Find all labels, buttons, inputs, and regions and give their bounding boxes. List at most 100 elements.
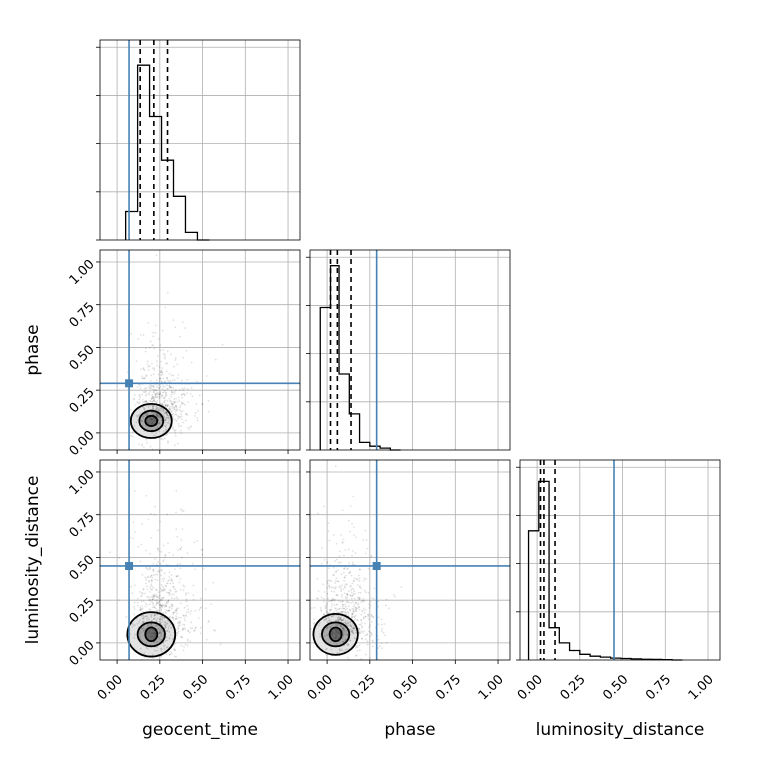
panel-geocent-time-vs-luminosity-distance-sample-point <box>168 637 171 640</box>
panel-phase-vs-luminosity-distance-sample-point <box>336 624 339 627</box>
panel-geocent-time-vs-phase-sample-point <box>175 405 177 407</box>
panel-phase-vs-luminosity-distance-sample-point <box>346 656 349 659</box>
panel-geocent-time-vs-phase-sample-point <box>161 403 163 406</box>
panel-phase-vs-luminosity-distance-sample-point <box>347 548 350 551</box>
panel-geocent-time-vs-phase-sample-point <box>144 420 147 423</box>
panel-geocent-time-vs-phase-sample-point <box>172 412 174 415</box>
panel-phase-vs-luminosity-distance-sample-point <box>364 634 367 637</box>
panel-phase-vs-luminosity-distance-sample-point <box>354 629 357 632</box>
panel-geocent-time-vs-luminosity-distance-sample-point <box>164 627 166 630</box>
panel-phase-vs-luminosity-distance-sample-point <box>336 626 339 629</box>
panel-geocent-time-vs-phase-sample-point <box>166 414 169 417</box>
panel-geocent-time-vs-phase-sample-point <box>166 441 169 444</box>
panel-geocent-time-vs-phase-sample-point <box>166 409 169 412</box>
panel-phase-vs-luminosity-distance-sample-point <box>325 610 328 613</box>
panel-phase-vs-luminosity-distance-sample-point <box>342 628 345 630</box>
panel-phase-vs-luminosity-distance-sample-point <box>345 615 348 618</box>
panel-geocent-time-vs-phase-sample-point <box>166 379 169 382</box>
panel-phase-vs-luminosity-distance-sample-point <box>338 638 340 641</box>
panel-geocent-time-vs-luminosity-distance-sample-point <box>162 611 165 614</box>
panel-geocent-time-vs-phase-sample-point <box>164 425 167 428</box>
panel-geocent-time-vs-luminosity-distance-sample-point <box>193 541 196 544</box>
panel-phase-vs-luminosity-distance-sample-point <box>320 629 323 632</box>
panel-phase-vs-luminosity-distance-sample-point <box>326 625 329 628</box>
panel-geocent-time-vs-luminosity-distance-sample-point <box>162 641 164 644</box>
panel-geocent-time-vs-phase-sample-point <box>151 362 153 365</box>
panel-geocent-time-vs-phase-sample-point <box>174 435 177 437</box>
panel-geocent-time-vs-luminosity-distance-sample-point <box>160 569 163 572</box>
panel-geocent-time-vs-luminosity-distance-sample-point <box>175 575 178 578</box>
panel-phase-vs-luminosity-distance-sample-point <box>347 635 350 638</box>
panel-geocent-time-vs-luminosity-distance-sample-point <box>161 578 164 581</box>
panel-phase-vs-luminosity-distance-sample-point <box>346 610 349 613</box>
panel-phase-vs-luminosity-distance-sample-point <box>325 642 327 645</box>
panel-phase-vs-luminosity-distance-sample-point <box>351 630 353 633</box>
panel-geocent-time-vs-luminosity-distance-sample-point <box>171 579 174 582</box>
panel-geocent-time-vs-luminosity-distance-sample-point <box>152 637 155 640</box>
panel-geocent-time-vs-luminosity-distance-sample-point <box>150 622 153 625</box>
panel-phase-vs-luminosity-distance-sample-point <box>330 586 333 589</box>
panel-geocent-time-vs-phase-sample-point <box>153 386 155 388</box>
panel-geocent-time-vs-luminosity-distance-sample-point <box>153 629 156 632</box>
panel-phase-vs-luminosity-distance-sample-point <box>367 567 370 570</box>
panel-geocent-time-vs-phase-sample-point <box>150 410 153 413</box>
panel-geocent-time-vs-phase-sample-point <box>149 409 152 412</box>
panel-phase-vs-luminosity-distance-sample-point <box>358 632 361 635</box>
panel-geocent-time-vs-phase-sample-point <box>153 404 156 407</box>
panel-geocent-time-vs-phase-sample-point <box>197 410 200 412</box>
panel-geocent-time-vs-luminosity-distance-sample-point <box>139 609 142 612</box>
panel-geocent-time-vs-phase-sample-point <box>159 407 162 410</box>
panel-geocent-time-vs-luminosity-distance-sample-point <box>169 634 172 636</box>
panel-phase-vs-luminosity-distance-sample-point <box>351 549 354 552</box>
panel-phase-vs-luminosity-distance-sample-point <box>355 536 357 539</box>
panel-phase-vs-luminosity-distance-sample-point <box>324 648 327 651</box>
panel-phase-vs-luminosity-distance-sample-point <box>349 639 352 642</box>
panel-geocent-time-vs-luminosity-distance-sample-point <box>168 631 171 634</box>
panel-geocent-time-vs-luminosity-distance-sample-point <box>163 572 166 575</box>
panel-geocent-time-vs-luminosity-distance-sample-point <box>148 566 151 569</box>
panel-geocent-time-vs-luminosity-distance-sample-point <box>174 628 177 631</box>
panel-geocent-time-vs-phase-sample-point <box>152 385 155 387</box>
panel-geocent-time-vs-phase-sample-point <box>162 405 165 407</box>
panel-geocent-time-vs-luminosity-distance-sample-point <box>153 632 155 634</box>
panel-geocent-time-vs-luminosity-distance-sample-point <box>156 570 159 573</box>
panel-phase-vs-luminosity-distance-sample-point <box>357 619 359 622</box>
panel-phase-vs-luminosity-distance-sample-point <box>319 633 322 635</box>
panel-geocent-time-vs-phase-sample-point <box>169 400 172 403</box>
panel-phase-vs-luminosity-distance-contour-0 <box>328 626 343 643</box>
panel-geocent-time-vs-phase-sample-point <box>161 373 164 376</box>
panel-geocent-time-vs-phase-sample-point <box>149 387 151 389</box>
panel-phase-vs-luminosity-distance-sample-point <box>327 597 329 600</box>
panel-geocent-time-vs-luminosity-distance-sample-point <box>133 637 135 639</box>
panel-phase-vs-luminosity-distance-sample-point <box>326 612 329 615</box>
panel-geocent-time-vs-luminosity-distance-sample-point <box>156 610 159 613</box>
panel-geocent-time-vs-luminosity-distance-sample-point <box>141 621 144 624</box>
panel-geocent-time-vs-phase-sample-point <box>179 406 181 409</box>
panel-phase-vs-luminosity-distance-sample-point <box>330 648 333 651</box>
panel-geocent-time-vs-phase-sample-point <box>174 389 177 392</box>
panel-phase-vs-luminosity-distance-sample-point <box>351 629 354 632</box>
panel-phase-vs-luminosity-distance-sample-point <box>349 571 351 574</box>
panel-phase-vs-luminosity-distance-sample-point <box>314 626 317 629</box>
panel-geocent-time-vs-luminosity-distance-sample-point <box>163 588 165 591</box>
panel-geocent-time-vs-luminosity-distance-sample-point <box>149 552 152 555</box>
panel-phase-vs-luminosity-distance-sample-point <box>335 645 338 648</box>
panel-geocent-time-vs-phase-sample-point <box>161 414 164 417</box>
panel-geocent-time-vs-phase-sample-point <box>158 405 161 408</box>
panel-phase-vs-luminosity-distance-sample-point <box>341 509 344 512</box>
panel-geocent-time-vs-luminosity-distance-sample-point <box>161 616 164 619</box>
panel-phase-vs-luminosity-distance-sample-point <box>344 630 347 632</box>
panel-geocent-time-vs-phase-sample-point <box>143 400 146 403</box>
panel-geocent-time-vs-phase-sample-point <box>173 391 176 393</box>
panel-geocent-time-vs-phase-sample-point <box>137 419 140 421</box>
panel-phase-vs-luminosity-distance-sample-point <box>343 630 346 633</box>
panel-phase-vs-luminosity-distance-sample-point <box>344 648 347 651</box>
panel-phase-vs-luminosity-distance-sample-point <box>332 598 335 601</box>
panel-geocent-time-vs-phase-sample-point <box>161 367 164 369</box>
panel-geocent-time-vs-luminosity-distance-sample-point <box>140 600 143 603</box>
panel-geocent-time-vs-luminosity-distance-sample-point <box>144 602 147 605</box>
panel-geocent-time-vs-phase-sample-point <box>150 429 153 432</box>
panel-phase-vs-luminosity-distance-sample-point <box>335 634 338 637</box>
panel-geocent-time-vs-luminosity-distance-sample-point <box>191 562 194 565</box>
panel-phase-vs-luminosity-distance-sample-point <box>339 628 341 631</box>
